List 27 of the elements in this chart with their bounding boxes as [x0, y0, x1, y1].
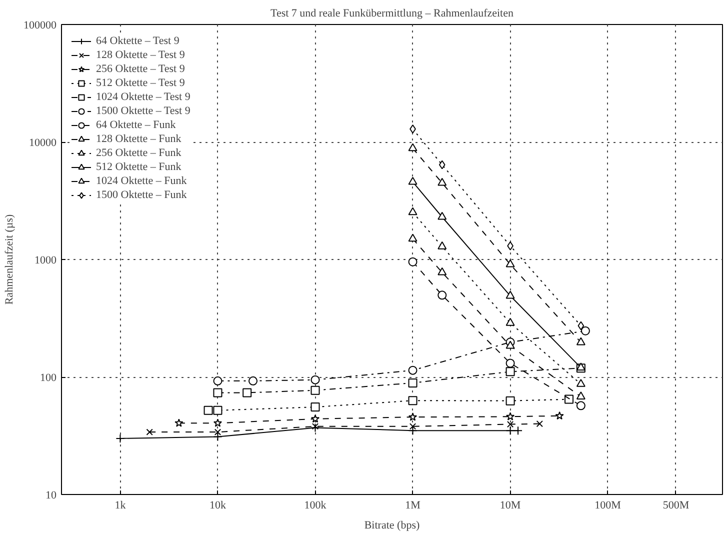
y-tick-label: 10000	[29, 137, 57, 149]
legend-label: 1500 Oktette – Test 9	[96, 104, 190, 118]
y-tick-label: 10	[46, 490, 57, 502]
y-axis-title: Rahmenlaufzeit (µs)	[4, 214, 16, 305]
x-tick-label: 10M	[500, 500, 521, 512]
legend-label: 128 Oktette – Funk	[96, 132, 182, 146]
legend-label: 256 Oktette – Test 9	[96, 62, 185, 76]
x-tick-label: 10k	[209, 500, 226, 512]
legend-label: 128 Oktette – Test 9	[96, 48, 185, 62]
x-tick-label: 500M	[662, 500, 690, 512]
legend-label: 256 Oktette – Funk	[96, 146, 182, 160]
x-tick-label: 100k	[304, 500, 327, 512]
y-tick-label: 100	[40, 372, 57, 384]
x-axis-title: Bitrate (bps)	[364, 520, 420, 532]
x-tick-label: 100M	[594, 500, 622, 512]
y-tick-label: 100000	[24, 20, 57, 32]
y-tick-label: 1000	[34, 254, 57, 266]
legend-label: 1024 Oktette – Test 9	[96, 90, 190, 104]
legend-label: 64 Oktette – Funk	[96, 118, 176, 132]
legend-label: 512 Oktette – Test 9	[96, 76, 185, 90]
legend-label: 1500 Oktette – Funk	[96, 188, 187, 202]
chart-title: Test 7 und reale Funkübermittlung – Rahmenlaufzeiten	[270, 8, 514, 20]
legend-label: 1024 Oktette – Funk	[96, 174, 187, 188]
legend-label: 512 Oktette – Funk	[96, 160, 182, 174]
legend-label: 64 Oktette – Test 9	[96, 34, 180, 48]
x-tick-label: 1k	[114, 500, 126, 512]
x-tick-label: 1M	[405, 500, 421, 512]
